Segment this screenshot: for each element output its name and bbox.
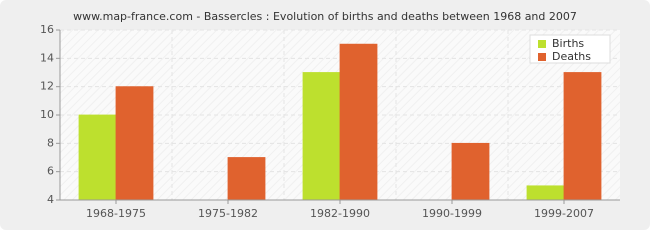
bar <box>451 142 490 201</box>
y-tick-label: 8 <box>47 136 54 149</box>
bar <box>115 86 154 201</box>
legend-swatch <box>538 53 546 61</box>
legend-swatch <box>538 40 546 48</box>
y-tick-label: 16 <box>40 23 54 36</box>
bar <box>227 157 266 201</box>
legend-label: Deaths <box>552 50 591 63</box>
bar <box>526 185 565 201</box>
legend-label: Births <box>552 37 584 50</box>
chart-title: www.map-france.com - Bassercles : Evolut… <box>73 10 577 23</box>
y-tick-label: 4 <box>47 193 54 206</box>
page: www.map-france.com - Bassercles : Evolut… <box>0 0 650 230</box>
y-tick-label: 12 <box>40 80 54 93</box>
x-tick-label: 1982-1990 <box>310 207 370 220</box>
x-tick-label: 1968-1975 <box>86 207 146 220</box>
bar <box>339 43 378 201</box>
bar <box>563 72 602 201</box>
bar <box>302 72 341 201</box>
bar <box>78 114 117 201</box>
chart: www.map-france.com - Bassercles : Evolut… <box>0 0 650 230</box>
y-tick-label: 14 <box>40 51 54 64</box>
x-tick-label: 1990-1999 <box>422 207 482 220</box>
x-tick-label: 1975-1982 <box>198 207 258 220</box>
x-tick-label: 1999-2007 <box>534 207 594 220</box>
y-tick-label: 6 <box>47 165 54 178</box>
y-tick-label: 10 <box>40 108 54 121</box>
